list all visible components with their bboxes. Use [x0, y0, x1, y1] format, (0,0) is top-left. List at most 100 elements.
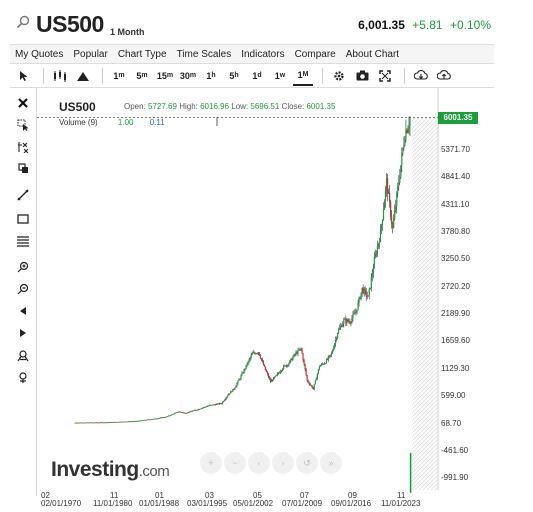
candle-body	[288, 364, 289, 366]
candles-icon[interactable]	[50, 66, 70, 86]
lock-tool-icon[interactable]	[16, 371, 30, 385]
y-tick-label: 1659.60	[441, 336, 470, 345]
candle-body	[235, 386, 236, 388]
search-icon[interactable]	[16, 15, 30, 29]
candle-body	[240, 375, 241, 378]
copy-tool-icon[interactable]	[16, 161, 30, 175]
crosshair-tool-icon[interactable]	[16, 140, 30, 154]
nav-zoom-out-icon[interactable]: −	[224, 452, 246, 474]
price-plot[interactable]	[37, 88, 494, 496]
menu-my-quotes[interactable]: My Quotes	[10, 49, 68, 60]
candle-body	[361, 293, 362, 299]
candle-body	[261, 358, 262, 359]
candle-body	[303, 360, 304, 364]
menu-indicators[interactable]: Indicators	[236, 49, 289, 60]
gear-icon[interactable]	[329, 66, 349, 86]
candle-body	[317, 374, 318, 379]
nav-end-icon[interactable]: »	[320, 452, 342, 474]
rectangle-tool-icon[interactable]	[16, 212, 30, 226]
candle-body	[409, 118, 410, 125]
mountain-chart-icon[interactable]	[73, 66, 93, 86]
candle-body	[234, 388, 235, 390]
candle-body	[356, 310, 357, 312]
select-tool-icon[interactable]	[16, 118, 30, 132]
y-tick-label: 4841.40	[441, 172, 470, 181]
candle-body	[343, 320, 344, 324]
cloud-upload-icon[interactable]	[434, 66, 454, 86]
candle-body	[268, 374, 269, 377]
candle-body	[252, 353, 253, 355]
candle-body	[260, 355, 261, 358]
quote-header: US500 1 Month 6,001.35 +5.81 +0.10%	[0, 0, 533, 44]
candle-body	[298, 350, 299, 351]
candle-body	[404, 139, 405, 145]
cursor-icon[interactable]	[14, 66, 34, 86]
candle-body	[294, 354, 295, 355]
menu-chart-type[interactable]: Chart Type	[113, 49, 172, 60]
candle-body	[401, 153, 402, 165]
y-tick-label: -461.60	[441, 446, 468, 455]
candle-body	[400, 165, 401, 177]
candle-body	[251, 355, 252, 358]
menu-popular[interactable]: Popular	[68, 49, 112, 60]
nav-move-left-icon[interactable]: ‹	[248, 452, 270, 474]
x-tick-label: 01/01/1988	[139, 499, 179, 508]
candle-body	[318, 369, 319, 374]
zoom-in-icon[interactable]	[16, 260, 30, 274]
scroll-right-icon[interactable]	[16, 326, 30, 340]
cloud-download-icon[interactable]	[411, 66, 431, 86]
ohlc-readout: Open: 5727.69 High: 6016.96 Low: 5696.51…	[124, 102, 335, 111]
menu-about-chart[interactable]: About Chart	[341, 49, 404, 60]
nav-move-right-icon[interactable]: ›	[272, 452, 294, 474]
candle-body	[280, 371, 281, 372]
fibonacci-tool-icon[interactable]	[16, 234, 30, 248]
close-icon[interactable]	[16, 96, 30, 110]
menu-time-scales[interactable]: Time Scales	[172, 49, 237, 60]
candle-body	[306, 369, 307, 375]
candle-body	[316, 379, 317, 381]
nav-reset-icon[interactable]: ↺	[296, 452, 318, 474]
zoom-out-icon[interactable]	[16, 282, 30, 296]
low-value: 5696.51	[250, 102, 279, 111]
candle-body	[314, 384, 315, 389]
candle-body	[389, 192, 390, 201]
candle-body	[239, 379, 240, 380]
nav-zoom-in-icon[interactable]: +	[200, 452, 222, 474]
tf-15m-button[interactable]: 15 m	[155, 66, 175, 86]
menu-compare[interactable]: Compare	[290, 49, 341, 60]
y-tick-label: 2189.90	[441, 309, 470, 318]
candle-body	[372, 274, 373, 277]
camera-icon[interactable]	[352, 66, 372, 86]
candle-body	[397, 186, 398, 193]
fullscreen-icon[interactable]	[375, 66, 395, 86]
y-tick-label: 2720.20	[441, 282, 470, 291]
candle-body	[283, 366, 284, 369]
candle-body	[238, 380, 239, 381]
x-tick-label: 05/01/2002	[233, 499, 273, 508]
chart-area[interactable]: US500 Open: 5727.69 High: 6016.96 Low: 5…	[37, 88, 494, 496]
magnet-tool-icon[interactable]	[16, 349, 30, 363]
candle-body	[391, 217, 392, 224]
tf-30m-button[interactable]: 30 m	[178, 66, 198, 86]
candle-body	[279, 373, 280, 374]
toolbar-divider	[102, 68, 103, 84]
candle-body	[221, 404, 222, 405]
candle-body	[373, 268, 374, 274]
candle-body	[393, 220, 394, 228]
y-tick-label: 5371.70	[441, 145, 470, 154]
candle-body	[259, 352, 260, 355]
trendline-tool-icon[interactable]	[16, 188, 30, 202]
current-price-tag: 6001.35	[438, 112, 478, 124]
candle-body	[266, 370, 267, 372]
candle-body	[226, 397, 227, 399]
candle-body	[399, 177, 400, 182]
candle-body	[173, 414, 174, 415]
scroll-left-icon[interactable]	[16, 304, 30, 318]
